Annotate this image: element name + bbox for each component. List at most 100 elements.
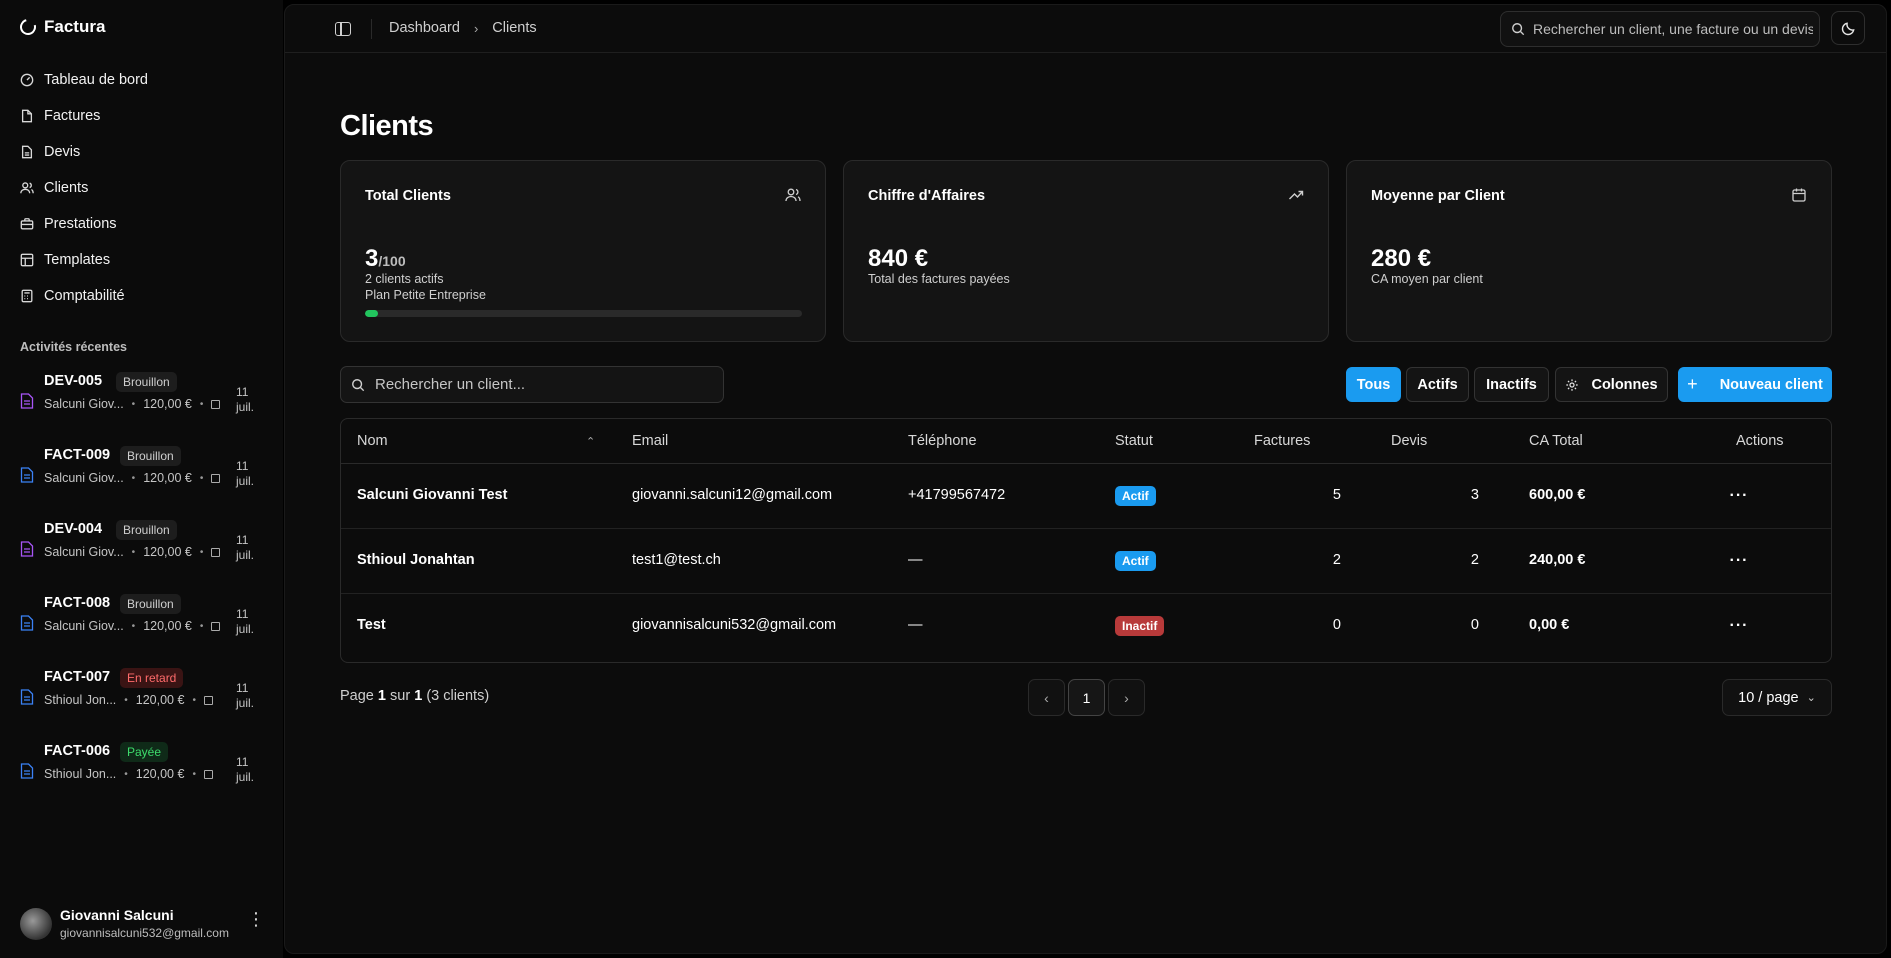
separator-dot: •: [131, 472, 136, 484]
chevron-right-icon: ›: [1124, 689, 1129, 706]
client-search-input[interactable]: [375, 376, 705, 393]
nav-item-accounting[interactable]: Comptabilité: [20, 278, 270, 314]
global-search[interactable]: [1500, 11, 1820, 47]
recent-activity-item[interactable]: FACT-006 Payée Sthioul Jon... • 120,00 €…: [20, 742, 260, 817]
column-header-name[interactable]: Nom: [357, 433, 388, 449]
activity-date: 11 juil.: [236, 755, 255, 784]
activity-details: Salcuni Giov... • 120,00 € •: [44, 471, 221, 485]
total-clients-value: 3: [365, 245, 379, 272]
page-1-button[interactable]: 1: [1068, 679, 1105, 716]
cell-phone: —: [908, 617, 923, 633]
card-title: Total Clients: [365, 188, 451, 204]
breadcrumb-dashboard[interactable]: Dashboard: [389, 20, 460, 36]
filter-all-button[interactable]: Tous: [1346, 367, 1401, 402]
nav-item-quotes[interactable]: Devis: [20, 134, 270, 170]
nav-item-invoices[interactable]: Factures: [20, 98, 270, 134]
separator-dot: •: [199, 620, 204, 632]
separator-dot: •: [199, 472, 204, 484]
separator-dot: •: [131, 398, 136, 410]
activity-details: Salcuni Giov... • 120,00 € •: [44, 545, 221, 559]
activity-ref: FACT-006: [44, 743, 111, 759]
row-actions-button[interactable]: ···: [1729, 552, 1749, 569]
cell-email: giovanni.salcuni12@gmail.com: [632, 487, 833, 503]
table-row[interactable]: Test giovannisalcuni532@gmail.com — Inac…: [341, 594, 1831, 659]
activity-amount: 120,00 €: [143, 619, 192, 633]
row-actions-button[interactable]: ···: [1729, 617, 1749, 634]
recent-activity-item[interactable]: DEV-005 Brouillon Salcuni Giov... • 120,…: [20, 372, 260, 447]
invoice-icon: [20, 763, 34, 779]
sort-chevron-up-icon[interactable]: ⌃: [586, 436, 596, 448]
cell-name: Test: [357, 617, 386, 633]
activity-status-badge: Brouillon: [120, 446, 181, 466]
pagination-info: Page 1 sur 1 (3 clients): [340, 688, 489, 704]
nav-label: Comptabilité: [44, 288, 125, 304]
activity-details: Salcuni Giov... • 120,00 € •: [44, 619, 221, 633]
filter-active-button[interactable]: Actifs: [1406, 367, 1469, 402]
table-row[interactable]: Salcuni Giovanni Test giovanni.salcuni12…: [341, 464, 1831, 529]
total-clients-limit: /100: [378, 253, 406, 269]
chevron-down-icon: ⌄: [1806, 692, 1816, 704]
cell-quotes: 0: [1470, 617, 1479, 633]
recent-activity-item[interactable]: FACT-009 Brouillon Salcuni Giov... • 120…: [20, 446, 260, 521]
nav-label: Devis: [44, 144, 81, 160]
activity-amount: 120,00 €: [135, 693, 185, 707]
cell-email: test1@test.ch: [632, 552, 721, 568]
cell-invoices: 0: [1332, 617, 1341, 633]
activity-client: Sthioul Jon...: [44, 767, 117, 781]
card-subtitle: Total des factures payées: [868, 272, 1010, 286]
card-plan: Plan Petite Entreprise: [365, 288, 486, 302]
nav-item-clients[interactable]: Clients: [20, 170, 270, 206]
calendar-icon: [211, 621, 221, 631]
user-profile[interactable]: Giovanni Salcuni giovannisalcuni532@gmai…: [20, 906, 265, 942]
plus-icon: +: [1687, 374, 1698, 394]
activity-status-badge: Brouillon: [116, 372, 177, 392]
activity-client: Salcuni Giov...: [44, 619, 124, 633]
activity-client: Salcuni Giov...: [44, 545, 124, 559]
gear-icon: [1566, 378, 1579, 391]
per-page-select[interactable]: 10 / page ⌄: [1722, 679, 1832, 716]
separator-dot: •: [131, 620, 136, 632]
invoice-icon: [20, 467, 34, 483]
user-name: Giovanni Salcuni: [60, 907, 174, 923]
stat-card-total-clients: Total Clients 3/100 2 clients actifs Pla…: [340, 160, 826, 342]
factura-logo-icon: [17, 16, 39, 38]
breadcrumb-clients: Clients: [492, 20, 537, 36]
card-title: Chiffre d'Affaires: [868, 188, 986, 204]
file-icon: [21, 109, 33, 123]
nav-item-templates[interactable]: Templates: [20, 242, 270, 278]
table-row[interactable]: Sthioul Jonahtan test1@test.ch — Actif 2…: [341, 529, 1831, 594]
cell-total: 600,00 €: [1529, 487, 1586, 503]
theme-toggle-button[interactable]: [1831, 11, 1865, 45]
more-vertical-icon[interactable]: ⋮: [247, 909, 265, 929]
row-actions-button[interactable]: ···: [1729, 487, 1749, 504]
columns-button[interactable]: Colonnes: [1555, 367, 1668, 402]
user-email: giovannisalcuni532@gmail.com: [60, 926, 229, 940]
nav-item-services[interactable]: Prestations: [20, 206, 270, 242]
recent-activity-item[interactable]: DEV-004 Brouillon Salcuni Giov... • 120,…: [20, 520, 260, 595]
recent-activity-item[interactable]: FACT-007 En retard Sthioul Jon... • 120,…: [20, 668, 260, 743]
divider: [371, 19, 372, 39]
new-client-button[interactable]: + Nouveau client: [1678, 367, 1832, 402]
prev-page-button[interactable]: ‹: [1028, 679, 1065, 716]
gauge-icon: [20, 73, 34, 87]
next-page-button[interactable]: ›: [1108, 679, 1145, 716]
page-prefix: Page: [340, 688, 374, 704]
recent-activity-item[interactable]: FACT-008 Brouillon Salcuni Giov... • 120…: [20, 594, 260, 669]
activity-details: Sthioul Jon... • 120,00 € •: [44, 693, 213, 707]
cell-invoices: 5: [1332, 487, 1341, 503]
nav-item-dashboard[interactable]: Tableau de bord: [20, 62, 270, 98]
sidebar: Factura Tableau de bord Factures Devis C…: [0, 0, 283, 958]
invoice-icon: [20, 689, 34, 705]
brand[interactable]: Factura: [17, 16, 105, 38]
global-search-input[interactable]: [1533, 21, 1813, 37]
sidebar-toggle-icon[interactable]: [335, 22, 351, 36]
client-search[interactable]: [340, 366, 724, 403]
current-page: 1: [377, 688, 386, 704]
filter-inactive-button[interactable]: Inactifs: [1474, 367, 1549, 402]
cell-phone: —: [908, 552, 923, 568]
cell-invoices: 2: [1332, 552, 1341, 568]
status-badge: Inactif: [1115, 616, 1165, 636]
activity-date: 11 juil.: [236, 533, 255, 562]
quote-icon: [20, 393, 34, 409]
briefcase-icon: [20, 218, 34, 230]
